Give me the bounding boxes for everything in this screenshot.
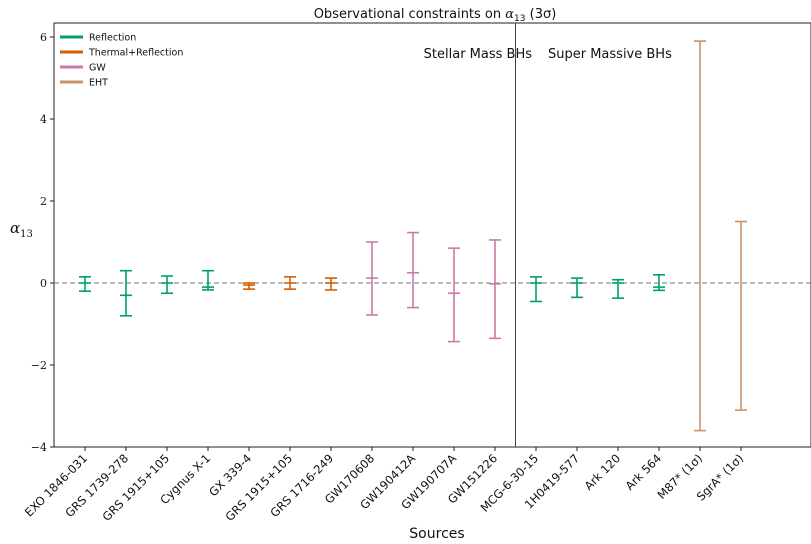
y-tick-label: −2 <box>31 359 47 372</box>
error-bar <box>161 275 173 295</box>
error-bar <box>243 282 255 290</box>
error-bar <box>202 269 214 291</box>
error-bar <box>612 278 624 299</box>
title-symbol: α <box>505 7 514 22</box>
chart-title: Observational constraints on α13 (3σ) <box>314 7 557 24</box>
y-tick-label: 0 <box>40 277 47 290</box>
y-axis-label: α13 <box>10 219 33 240</box>
x-axis-label: Sources <box>409 526 464 542</box>
title-subscript: 13 <box>514 14 525 24</box>
error-bar <box>120 269 132 317</box>
error-bar <box>325 277 337 291</box>
legend-label: Thermal+Reflection <box>88 48 183 59</box>
error-bar <box>407 231 419 309</box>
y-tick-label: 6 <box>40 31 47 44</box>
y-axis-symbol: α <box>10 219 20 237</box>
y-tick-label: −4 <box>31 441 47 454</box>
title-suffix: (3σ) <box>526 7 557 22</box>
plot-frame <box>53 22 811 448</box>
error-bar <box>366 241 378 316</box>
x-tick-label: Ark 120 <box>581 451 623 493</box>
error-bar <box>79 276 91 293</box>
error-bar <box>735 220 747 411</box>
y-tick-label: 4 <box>40 113 47 126</box>
legend-label: GW <box>89 63 106 74</box>
y-tick-label: 2 <box>40 195 47 208</box>
error-bar <box>653 273 665 292</box>
y-axis-subscript: 13 <box>20 229 33 240</box>
error-bar <box>448 247 460 343</box>
error-bar <box>489 239 501 340</box>
error-bar <box>530 276 542 303</box>
legend: Reflection Thermal+Reflection GW EHT <box>60 33 183 89</box>
x-tick-label: Ark 564 <box>622 451 664 493</box>
error-bar <box>284 276 296 290</box>
error-bar <box>694 40 706 432</box>
region-label-supermassive: Super Massive BHs <box>548 47 672 62</box>
region-label-stellar: Stellar Mass BHs <box>424 47 533 62</box>
title-prefix: Observational constraints on <box>314 7 506 22</box>
legend-label: EHT <box>89 78 108 89</box>
legend-label: Reflection <box>89 33 136 44</box>
error-bar <box>571 277 583 299</box>
